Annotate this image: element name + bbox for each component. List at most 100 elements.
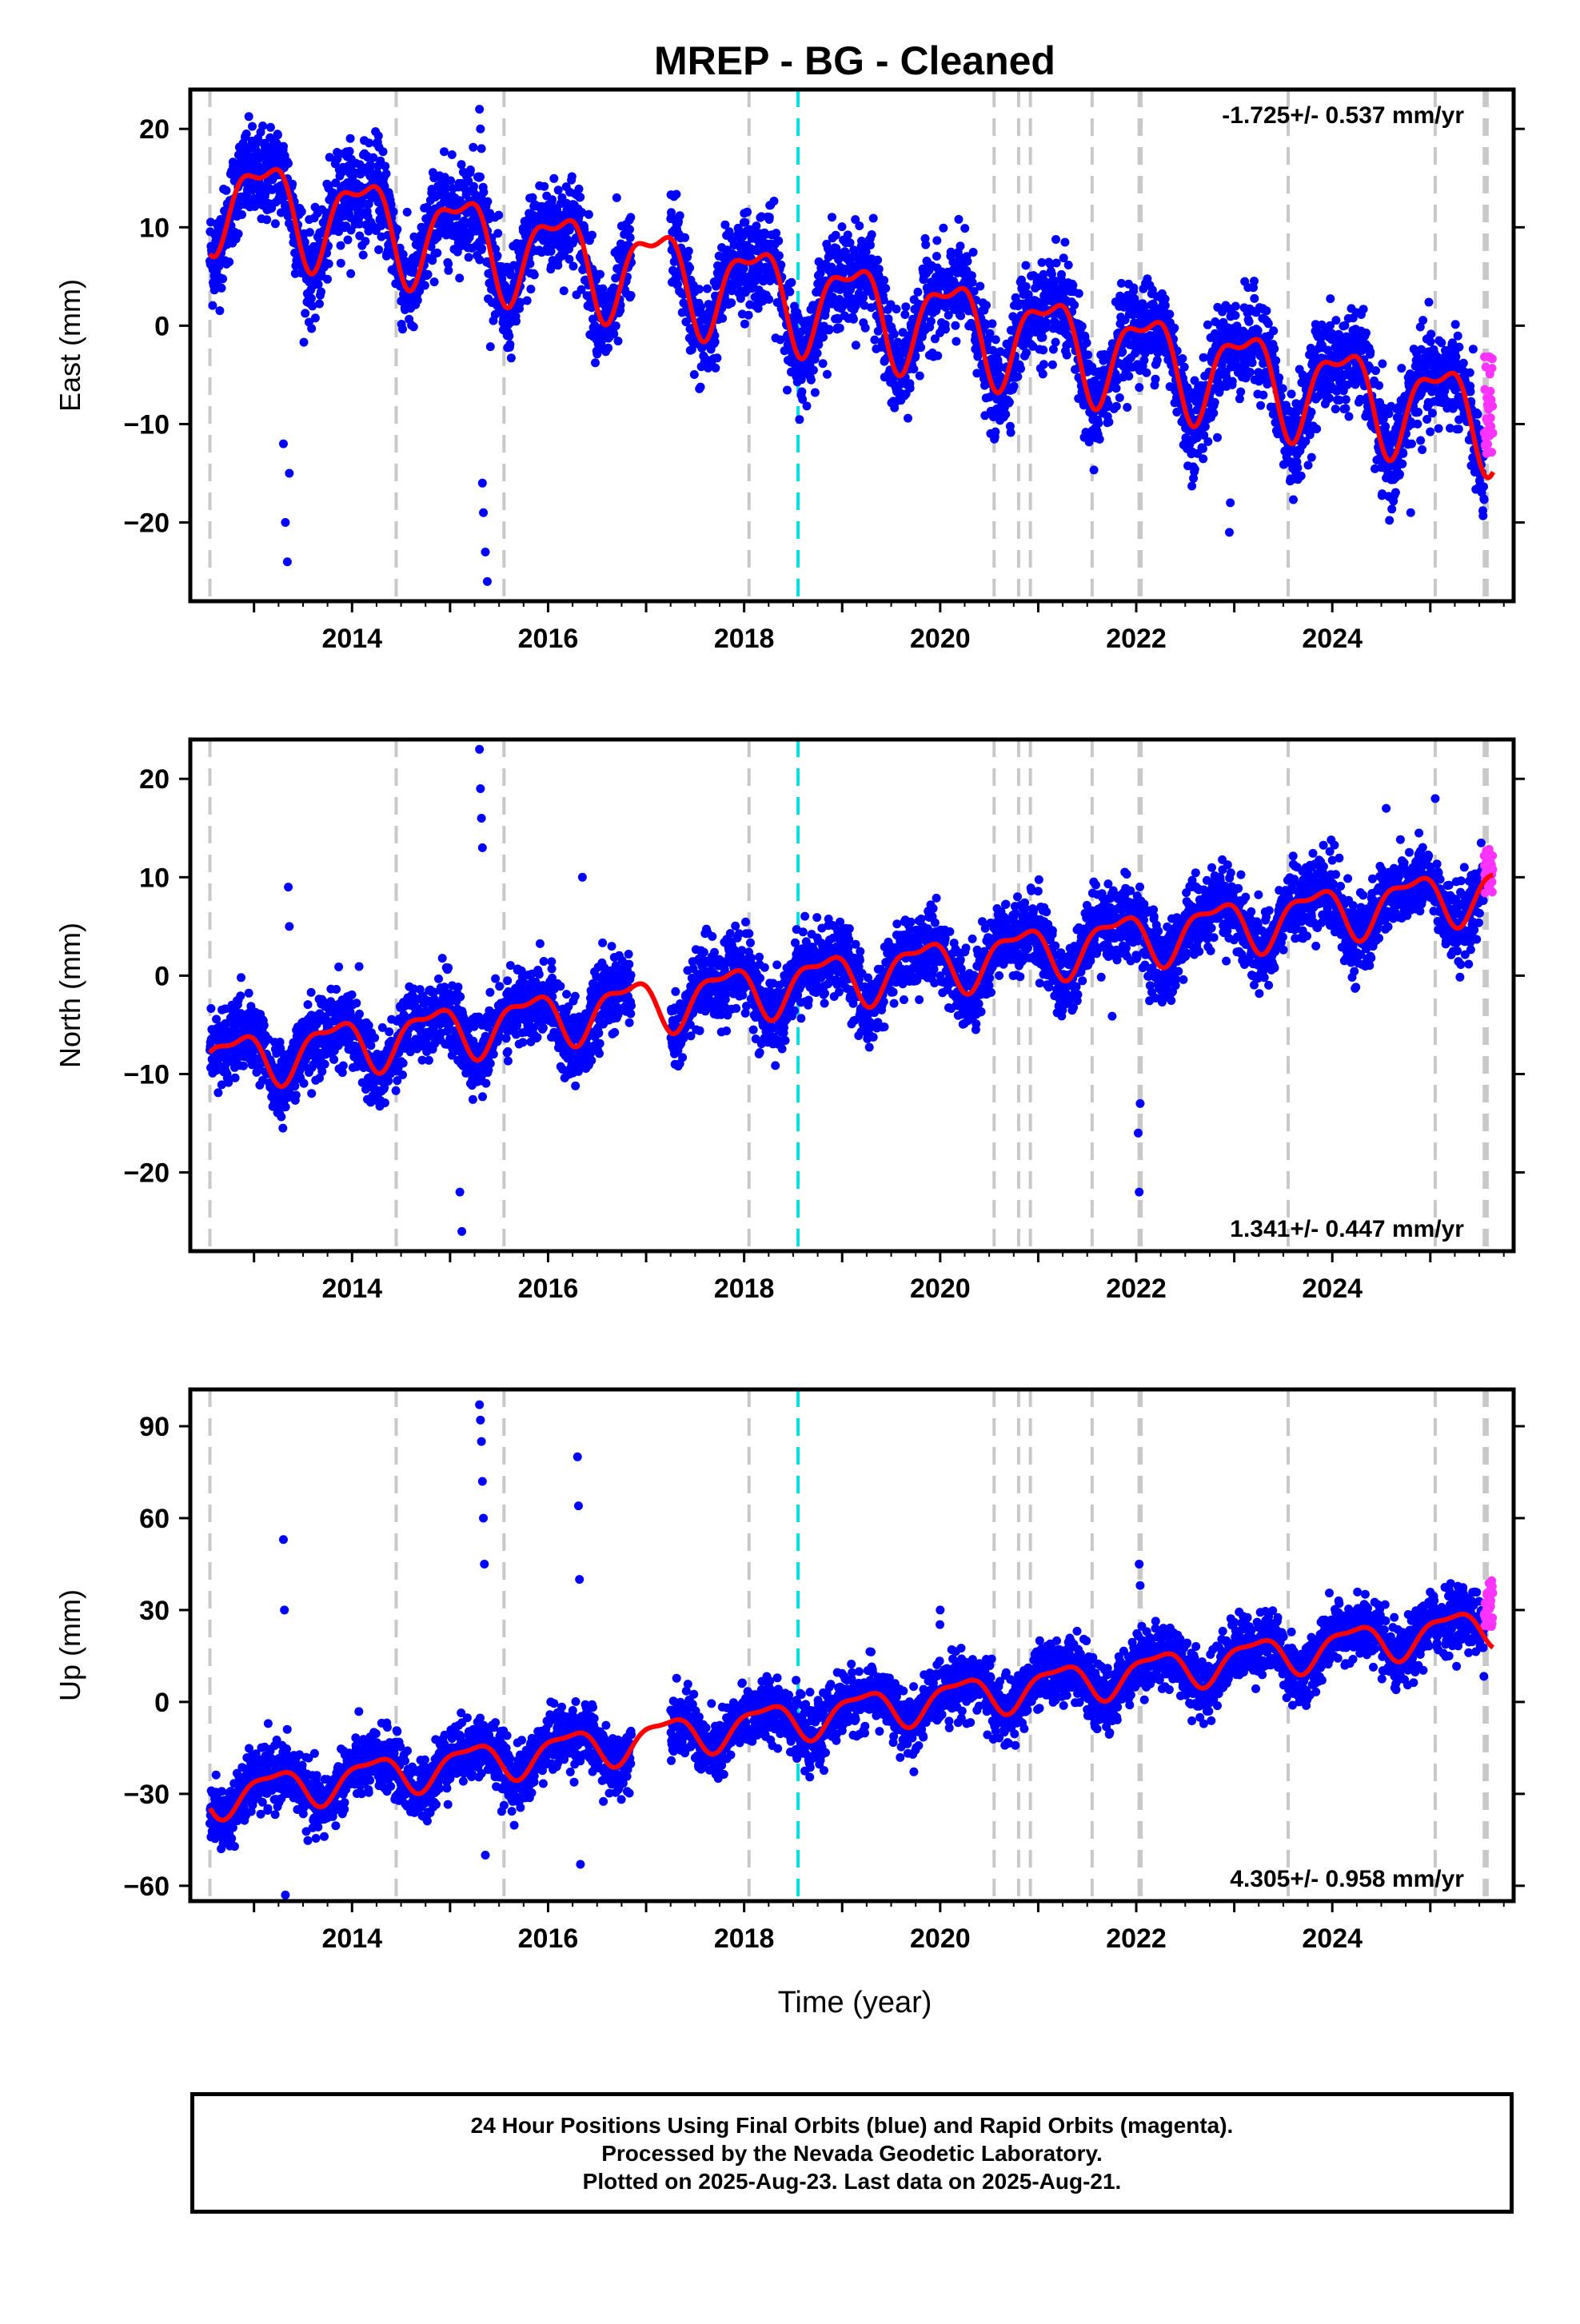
- rapid-point: [1486, 413, 1495, 422]
- data-point: [262, 215, 271, 224]
- data-point: [1039, 333, 1047, 342]
- data-point: [951, 321, 960, 330]
- data-point: [1180, 363, 1189, 372]
- data-point: [927, 317, 936, 325]
- data-point: [448, 150, 457, 159]
- data-point: [933, 352, 942, 361]
- data-point: [493, 229, 502, 237]
- data-point: [1287, 389, 1296, 398]
- data-point: [1480, 496, 1489, 504]
- data-point: [811, 389, 820, 397]
- data-point: [457, 160, 466, 169]
- data-point: [1466, 387, 1475, 396]
- data-point: [711, 364, 720, 373]
- data-point: [772, 229, 780, 237]
- y-axis-label: East (mm): [54, 279, 86, 412]
- data-point: [307, 325, 316, 333]
- data-point: [389, 207, 398, 216]
- data-point: [346, 134, 355, 143]
- data-point: [1385, 516, 1394, 524]
- data-point: [1466, 369, 1474, 377]
- data-point: [1178, 354, 1187, 363]
- outlier-point: [1225, 528, 1234, 536]
- data-point: [813, 349, 822, 357]
- data-point: [1095, 435, 1104, 444]
- data-point: [1070, 301, 1079, 309]
- data-point: [932, 236, 941, 245]
- data-point: [690, 370, 699, 379]
- data-point: [337, 241, 345, 250]
- data-point: [1039, 360, 1048, 369]
- data-point: [297, 207, 306, 216]
- data-point: [325, 260, 333, 269]
- data-point: [403, 208, 412, 217]
- x-tick-label: 2022: [1106, 624, 1167, 654]
- data-point: [307, 294, 316, 303]
- data-point: [1479, 482, 1488, 491]
- data-point: [311, 313, 320, 322]
- data-point: [1454, 425, 1463, 433]
- data-point: [569, 262, 578, 271]
- data-point: [1425, 298, 1434, 307]
- data-point: [549, 174, 558, 183]
- outlier-point: [477, 144, 486, 153]
- outlier-point: [612, 193, 621, 202]
- data-point: [1057, 270, 1066, 279]
- data-point: [964, 257, 972, 265]
- data-point: [855, 221, 864, 230]
- data-point: [696, 383, 705, 392]
- data-point: [1083, 350, 1092, 359]
- data-point: [398, 325, 407, 333]
- data-point: [345, 147, 354, 156]
- data-point: [1413, 420, 1422, 429]
- data-point: [1451, 353, 1460, 361]
- data-point: [1083, 338, 1091, 347]
- data-point: [1199, 454, 1207, 463]
- data-point: [379, 147, 388, 156]
- data-point: [1264, 319, 1273, 328]
- data-point: [1075, 289, 1083, 298]
- data-point: [1478, 512, 1487, 520]
- data-point: [783, 386, 792, 395]
- data-point: [465, 253, 473, 261]
- data-point: [774, 237, 783, 245]
- data-point: [695, 285, 704, 293]
- data-point: [337, 259, 345, 268]
- data-point: [1359, 305, 1368, 313]
- data-point: [1341, 404, 1350, 413]
- data-point: [849, 315, 858, 324]
- data-point: [752, 221, 760, 230]
- data-point: [1331, 316, 1340, 325]
- data-point: [1199, 444, 1207, 453]
- data-point: [1007, 429, 1015, 437]
- data-point: [1153, 356, 1162, 365]
- data-point: [1256, 401, 1265, 410]
- data-point: [906, 384, 915, 393]
- data-point: [1459, 359, 1468, 368]
- data-point: [1022, 349, 1031, 357]
- data-point: [231, 1074, 240, 1082]
- data-point: [494, 211, 503, 220]
- data-point: [1398, 449, 1407, 458]
- data-point: [939, 224, 948, 233]
- data-point: [591, 358, 600, 367]
- data-point: [797, 388, 806, 397]
- y-tick-label: −20: [123, 508, 170, 539]
- data-point: [1426, 428, 1434, 436]
- y-tick-label: 20: [139, 114, 170, 145]
- data-point: [359, 251, 368, 260]
- data-point: [1245, 317, 1254, 326]
- data-point: [1090, 465, 1099, 474]
- data-point: [900, 310, 909, 319]
- outlier-point: [283, 557, 292, 566]
- data-point: [703, 285, 712, 293]
- data-point: [479, 188, 488, 197]
- data-point: [625, 225, 634, 234]
- data-point: [1001, 410, 1010, 419]
- data-point: [968, 278, 977, 287]
- data-point: [575, 185, 584, 193]
- data-point: [346, 269, 355, 278]
- data-point: [1112, 384, 1121, 393]
